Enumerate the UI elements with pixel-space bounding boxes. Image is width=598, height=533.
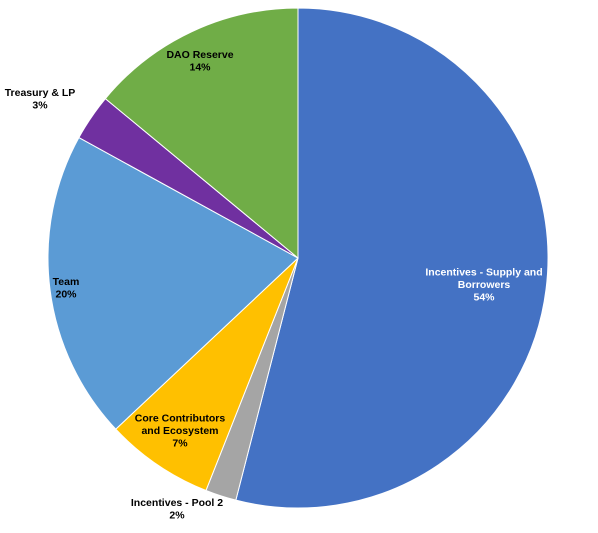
slice-name-line: Core Contributors: [135, 413, 226, 425]
pie-labels: Incentives - Supply and Borrowers 54%Incen…: [5, 49, 543, 522]
slice-label-team: Team 20%: [53, 276, 80, 301]
slice-percent: 3%: [32, 99, 48, 111]
slice-name-line: Treasury & LP: [5, 87, 76, 99]
slice-label-treasury-lp: Treasury & LP 3%: [5, 87, 76, 112]
slice-name-line: DAO Reserve: [166, 49, 233, 61]
slice-label-core-contributors-and-ecosystem: Core Contributors and Ecosystem 7%: [135, 413, 226, 450]
slice-label-incentives-pool-2: Incentives - Pool 2 2%: [131, 497, 223, 522]
slice-percent: 20%: [55, 288, 77, 300]
slice-percent: 7%: [172, 438, 188, 450]
slice-percent: 54%: [473, 292, 495, 304]
slice-name-line: Team: [53, 276, 80, 288]
slice-label-incentives-supply-and-borrowers: Incentives - Supply and Borrowers 54%: [425, 267, 542, 304]
pie-slices: [47, 7, 549, 509]
slice-percent: 14%: [189, 61, 211, 73]
slice-name-line: Borrowers: [458, 279, 511, 291]
pie-slice-team: [47, 136, 299, 430]
slice-name-line: and Ecosystem: [141, 425, 218, 437]
slice-name-line: Incentives - Pool 2: [131, 497, 223, 509]
slice-percent: 2%: [169, 509, 185, 521]
pie-slice-incentives-supply-and-borrowers: [235, 7, 549, 509]
pie-slice-core-contributors-and-ecosystem: [115, 257, 299, 492]
slice-label-dao-reserve: DAO Reserve 14%: [166, 49, 233, 74]
slice-name-line: Incentives - Supply and: [425, 267, 542, 279]
pie-slice-dao-reserve: [104, 7, 299, 260]
